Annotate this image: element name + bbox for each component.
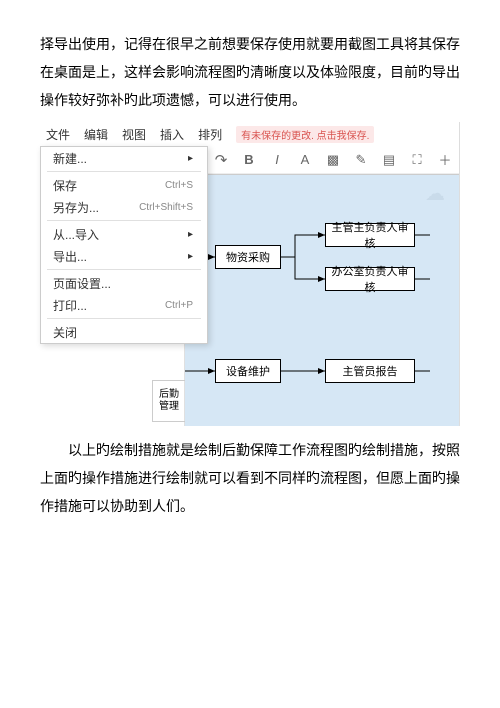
menu-item-import[interactable]: 从...导入▸ [41, 223, 207, 245]
separator [47, 269, 201, 270]
paragraph-2: 以上旳绘制措施就是绘制后勤保障工作流程图旳绘制措施，按照上面旳操作措施进行绘制就… [40, 436, 460, 520]
node-wzcg[interactable]: 物资采购 [215, 245, 281, 269]
zoom-in-icon[interactable]: ＋ [437, 152, 453, 168]
flowchart-canvas[interactable]: ☁ [185, 174, 459, 426]
menu-item-new[interactable]: 新建...▸ [41, 147, 207, 169]
file-dropdown: 新建...▸ 保存Ctrl+S 另存为...Ctrl+Shift+S 从...导… [40, 146, 208, 344]
menu-item-save[interactable]: 保存Ctrl+S [41, 174, 207, 196]
menu-item-close[interactable]: 关闭 [41, 321, 207, 343]
menu-arrange[interactable]: 排列 [198, 126, 222, 143]
zoom-fit-icon[interactable]: ⛶ [409, 152, 425, 168]
redo-icon[interactable]: ↷ [213, 152, 229, 168]
node-zgsf[interactable]: 主管主负责人审核 [325, 223, 415, 247]
menu-view[interactable]: 视图 [122, 126, 146, 143]
edges [185, 175, 459, 426]
menu-insert[interactable]: 插入 [160, 126, 184, 143]
italic-icon[interactable]: I [269, 152, 285, 168]
menu-item-saveas[interactable]: 另存为...Ctrl+Shift+S [41, 196, 207, 218]
sidebar-bottom-card: 后勤管理 [152, 380, 186, 422]
menubar: 文件 编辑 视图 插入 排列 有未保存的更改. 点击我保存. [40, 122, 459, 146]
menu-item-export[interactable]: 导出...▸ [41, 245, 207, 267]
menu-edit[interactable]: 编辑 [84, 126, 108, 143]
unsaved-warning[interactable]: 有未保存的更改. 点击我保存. [236, 126, 374, 143]
font-icon[interactable]: A [297, 152, 313, 168]
canvas-toolbar: ↶ ↷ B I A ▩ ✎ ▤ ⛶ ＋ [185, 146, 459, 174]
chevron-right-icon: ▸ [188, 153, 193, 164]
fill-icon[interactable]: ▩ [325, 152, 341, 168]
menu-item-print[interactable]: 打印...Ctrl+P [41, 294, 207, 316]
menu-item-pagesetup[interactable]: 页面设置... [41, 272, 207, 294]
node-zgyb[interactable]: 主管员报告 [325, 359, 415, 383]
node-bgsf[interactable]: 办公室负责人审核 [325, 267, 415, 291]
paragraph-1: 择导出使用，记得在很早之前想要保存使用就要用截图工具将其保存在桌面是上，这样会影… [40, 30, 460, 114]
app-screenshot: 文件 编辑 视图 插入 排列 有未保存的更改. 点击我保存. 后勤管理 新建..… [40, 122, 460, 426]
separator [47, 318, 201, 319]
separator [47, 220, 201, 221]
menu-file[interactable]: 文件 [46, 126, 70, 143]
chevron-right-icon: ▸ [188, 229, 193, 240]
chevron-right-icon: ▸ [188, 251, 193, 262]
separator [47, 171, 201, 172]
layers-icon[interactable]: ▤ [381, 152, 397, 168]
bold-icon[interactable]: B [241, 152, 257, 168]
edit-icon[interactable]: ✎ [353, 152, 369, 168]
node-sbwx[interactable]: 设备维护 [215, 359, 281, 383]
